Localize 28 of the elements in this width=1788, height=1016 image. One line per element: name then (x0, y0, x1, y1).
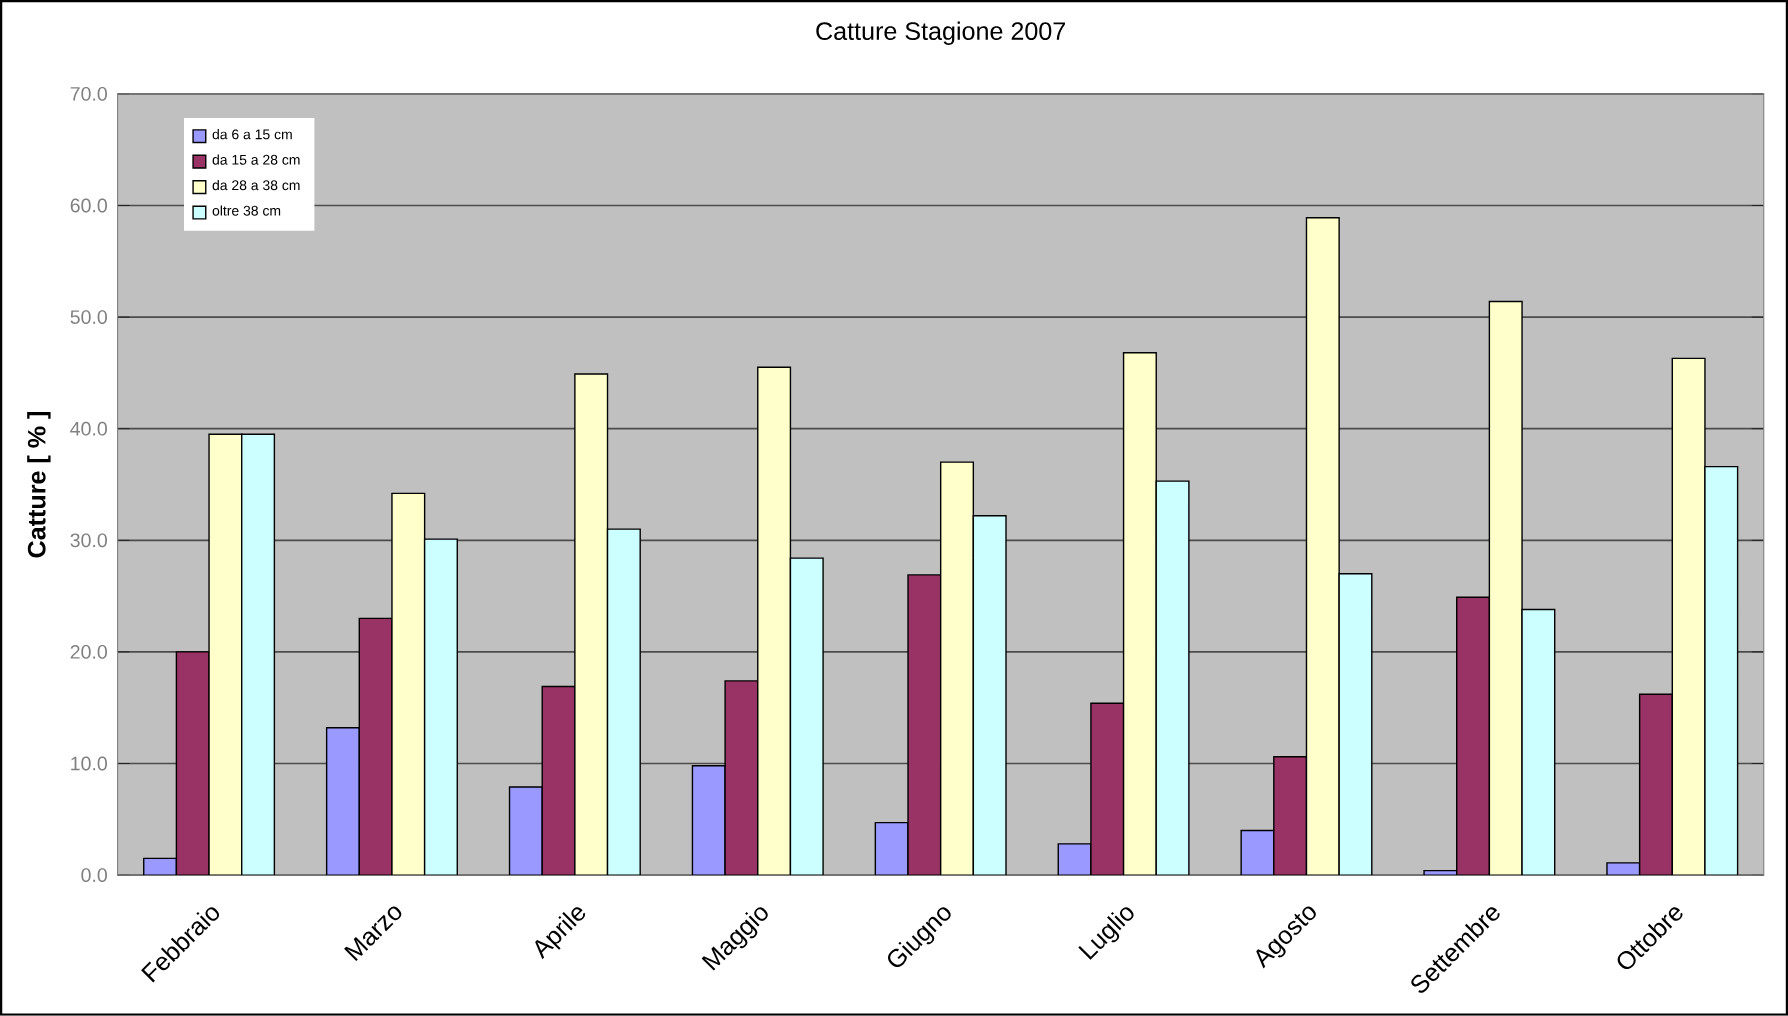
bar (1305, 217, 1340, 876)
y-tick-label: 60.0 (70, 198, 107, 213)
bar (1671, 357, 1706, 876)
bar (1704, 466, 1739, 876)
bar (574, 373, 609, 876)
chart-title: Catture Stagione 2007 (816, 21, 1065, 46)
bar (423, 538, 458, 876)
y-tick-label: 10.0 (71, 756, 107, 771)
bar (1488, 300, 1523, 876)
y-axis-title: Catture [ % ] (27, 412, 51, 558)
bar (789, 557, 824, 876)
y-tick-label: 40.0 (70, 421, 107, 436)
bar (1122, 352, 1157, 876)
y-tick-label: 50.0 (70, 310, 107, 325)
bar (1338, 573, 1373, 876)
bar (208, 433, 243, 876)
bar (241, 433, 276, 876)
bar (606, 528, 641, 876)
y-tick-label: 70.0 (70, 87, 107, 101)
bar (1521, 608, 1556, 876)
y-tick-label: 0.0 (81, 868, 107, 883)
bar (972, 515, 1007, 876)
bar (939, 461, 975, 876)
y-tick-label: 20.0 (70, 645, 107, 659)
bar (391, 492, 426, 876)
y-tick-label: 30.0 (70, 533, 107, 548)
bar (757, 366, 792, 876)
bar (1155, 480, 1190, 876)
